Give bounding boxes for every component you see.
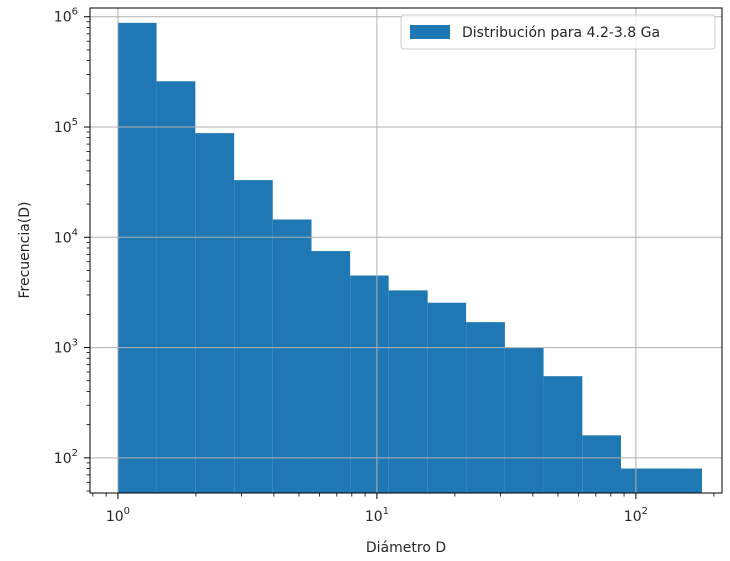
histogram-bar (350, 275, 389, 493)
histogram-bar (388, 290, 428, 493)
x-tick-label: 102 (624, 506, 648, 525)
legend-box (400, 14, 716, 50)
histogram-bar (311, 251, 351, 493)
y-axis-label: Frecuencia(D) (17, 201, 33, 298)
histogram-bar (543, 376, 583, 493)
histogram-bar (466, 322, 505, 493)
histogram-bar (582, 435, 622, 493)
histogram-bar (272, 219, 312, 494)
histogram-bar (621, 468, 703, 493)
histogram-bar (504, 347, 544, 493)
x-axis-label: Diámetro D (366, 540, 446, 556)
histogram-bar (234, 180, 273, 493)
grid-lines (90, 8, 722, 493)
x-tick-label: 100 (106, 506, 130, 525)
y-tick-label: 105 (54, 117, 78, 136)
histogram-bar (427, 302, 467, 493)
y-axis-ticks: 102 103 104 105 106 (54, 7, 90, 492)
histogram-bar (117, 22, 157, 494)
histogram-bar (156, 81, 196, 494)
x-tick-label: 101 (365, 506, 389, 525)
legend: Distribución para 4.2-3.8 Ga (400, 14, 716, 50)
y-tick-label: 103 (54, 338, 78, 357)
histogram-bar (195, 133, 235, 494)
x-axis-ticks: 100 101 102 (92, 493, 715, 525)
y-tick-label: 106 (54, 7, 78, 26)
y-tick-label: 102 (54, 448, 78, 467)
legend-label: Distribución para 4.2-3.8 Ga (462, 25, 660, 41)
plot-frame (89, 7, 723, 494)
y-tick-label: 104 (54, 227, 78, 246)
bars-group (117, 22, 703, 494)
legend-swatch (410, 25, 450, 39)
